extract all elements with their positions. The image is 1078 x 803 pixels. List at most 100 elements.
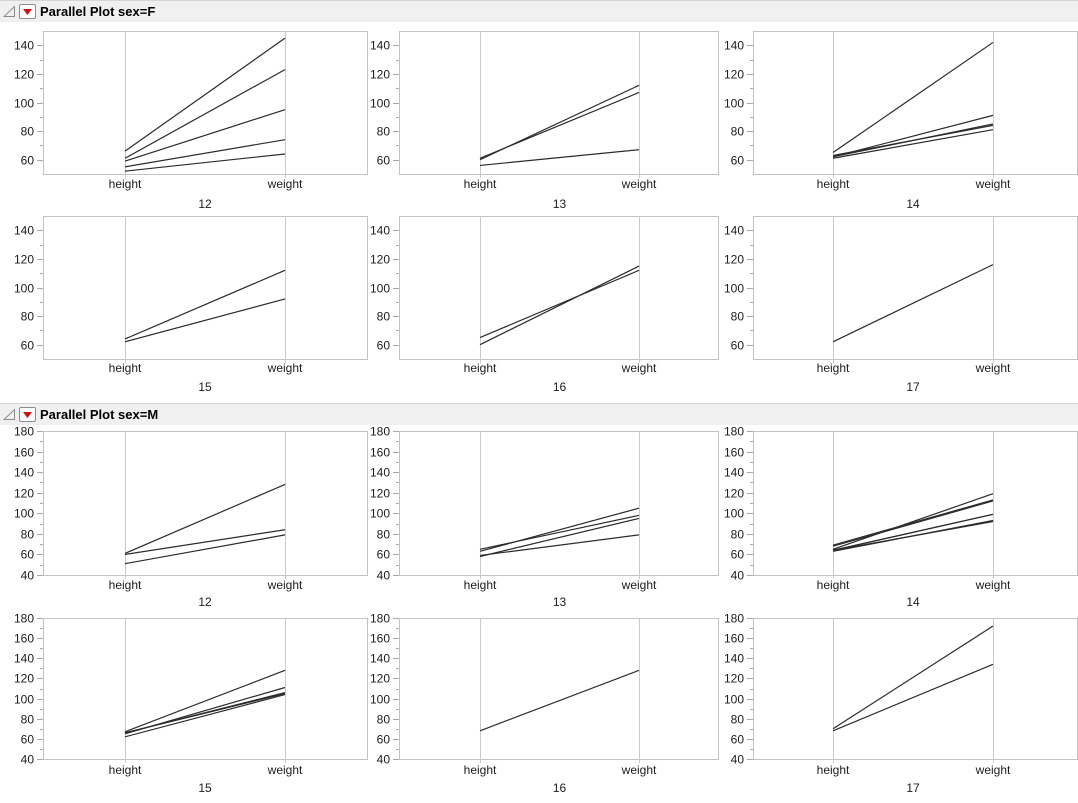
panel-age-label: 15 bbox=[198, 781, 212, 795]
profile-line[interactable] bbox=[124, 534, 286, 565]
profile-line[interactable] bbox=[124, 69, 286, 159]
profile-line[interactable] bbox=[124, 109, 286, 162]
profile-line[interactable] bbox=[832, 264, 994, 343]
y-tick-label: 40 bbox=[377, 753, 391, 767]
panel-age-16[interactable]: 60 80 100 120 140 height weight 16 bbox=[370, 216, 719, 394]
profile-line[interactable] bbox=[479, 91, 640, 159]
y-tick-label: 180 bbox=[370, 425, 390, 439]
disclosure-open-triangle-icon[interactable] bbox=[2, 408, 16, 422]
profile-line[interactable] bbox=[124, 37, 286, 152]
profile-line[interactable] bbox=[832, 625, 994, 730]
x-axis-label-height: height bbox=[109, 763, 142, 777]
y-tick-label: 140 bbox=[370, 652, 390, 666]
profile-line[interactable] bbox=[479, 669, 640, 732]
y-tick-label: 140 bbox=[370, 39, 390, 53]
y-tick-label: 80 bbox=[21, 528, 35, 542]
x-axis-label-weight: weight bbox=[975, 578, 1011, 592]
plot-frame bbox=[399, 618, 719, 760]
panel-age-17[interactable]: 40 60 80 100 120 140 160 180 height weight 17 bbox=[724, 612, 1078, 796]
panel-age-16[interactable]: 40 60 80 100 120 140 160 180 height weight 16 bbox=[370, 612, 719, 796]
y-tick-label: 140 bbox=[370, 466, 390, 480]
x-axis-label-height: height bbox=[817, 177, 850, 191]
panel-age-13[interactable]: 60 80 100 120 140 height weight 13 bbox=[370, 31, 719, 211]
panel-age-label: 16 bbox=[553, 781, 567, 795]
x-axis-label-height: height bbox=[817, 763, 850, 777]
profile-line[interactable] bbox=[124, 693, 286, 738]
plot-frame bbox=[753, 31, 1078, 175]
panel-age-label: 13 bbox=[553, 197, 567, 211]
profile-line[interactable] bbox=[832, 124, 994, 156]
y-tick-label: 120 bbox=[370, 672, 390, 686]
y-tick-label: 120 bbox=[14, 487, 34, 501]
y-tick-label: 60 bbox=[21, 548, 35, 562]
y-tick-label: 60 bbox=[377, 154, 391, 168]
profile-line[interactable] bbox=[124, 269, 286, 340]
profile-line[interactable] bbox=[832, 493, 994, 550]
x-axis-label-weight: weight bbox=[621, 763, 657, 777]
profile-line[interactable] bbox=[832, 513, 994, 551]
profile-line[interactable] bbox=[479, 149, 640, 167]
red-triangle-menu-button[interactable] bbox=[19, 4, 36, 19]
disclosure-open-triangle-icon[interactable] bbox=[2, 5, 16, 19]
profile-line[interactable] bbox=[479, 517, 640, 558]
y-tick-label: 60 bbox=[377, 733, 391, 747]
red-triangle-menu-button[interactable] bbox=[19, 407, 36, 422]
parallel-plot-canvas: 40 60 80 100 120 140 160 180 height weight 12 40 60 8… bbox=[14, 425, 1078, 796]
profile-line[interactable] bbox=[832, 500, 994, 547]
profile-line[interactable] bbox=[479, 265, 640, 346]
profile-line[interactable] bbox=[124, 669, 286, 733]
panel-age-label: 14 bbox=[906, 197, 920, 211]
y-tick-label: 60 bbox=[21, 339, 35, 353]
panel-age-label: 17 bbox=[906, 380, 920, 394]
y-tick-label: 60 bbox=[731, 339, 745, 353]
profile-line[interactable] bbox=[832, 41, 994, 154]
panel-age-15[interactable]: 40 60 80 100 120 140 160 180 height weight 15 bbox=[14, 612, 368, 796]
y-tick-label: 80 bbox=[377, 310, 391, 324]
profile-line[interactable] bbox=[124, 529, 286, 556]
profile-line[interactable] bbox=[124, 153, 286, 172]
y-tick-label: 100 bbox=[370, 282, 390, 296]
outline-header: Parallel Plot sex=M bbox=[0, 403, 1078, 425]
panel-age-14[interactable]: 40 60 80 100 120 140 160 180 height weight 14 bbox=[724, 425, 1078, 609]
profile-line[interactable] bbox=[479, 269, 640, 339]
y-tick-label: 100 bbox=[14, 507, 34, 521]
profile-line[interactable] bbox=[832, 499, 994, 546]
profile-line[interactable] bbox=[124, 298, 286, 343]
x-axis-label-height: height bbox=[109, 361, 142, 375]
x-axis-label-weight: weight bbox=[267, 763, 303, 777]
profile-line[interactable] bbox=[832, 663, 994, 732]
profile-line[interactable] bbox=[124, 483, 286, 554]
y-tick-label: 140 bbox=[724, 652, 744, 666]
y-tick-label: 100 bbox=[724, 97, 744, 111]
y-tick-label: 120 bbox=[14, 68, 34, 82]
y-tick-label: 120 bbox=[370, 253, 390, 267]
y-tick-label: 160 bbox=[370, 446, 390, 460]
profile-line[interactable] bbox=[479, 534, 640, 557]
x-axis-label-weight: weight bbox=[975, 361, 1011, 375]
x-axis-label-weight: weight bbox=[621, 578, 657, 592]
plot-frame bbox=[399, 216, 719, 360]
panel-age-14[interactable]: 60 80 100 120 140 height weight 14 bbox=[724, 31, 1078, 211]
x-axis-label-height: height bbox=[109, 578, 142, 592]
profile-line[interactable] bbox=[832, 520, 994, 551]
panel-age-12[interactable]: 60 80 100 120 140 height weight 12 bbox=[14, 31, 368, 211]
panel-age-17[interactable]: 60 80 100 120 140 height weight 17 bbox=[724, 216, 1078, 394]
y-tick-label: 120 bbox=[370, 487, 390, 501]
panel-age-label: 14 bbox=[906, 595, 920, 609]
y-tick-label: 40 bbox=[21, 569, 35, 583]
panel-age-12[interactable]: 40 60 80 100 120 140 160 180 height weight 12 bbox=[14, 425, 368, 609]
y-tick-label: 80 bbox=[377, 713, 391, 727]
y-tick-label: 140 bbox=[14, 39, 34, 53]
outline-header: Parallel Plot sex=F bbox=[0, 0, 1078, 22]
profile-line[interactable] bbox=[124, 692, 286, 734]
panel-age-15[interactable]: 60 80 100 120 140 height weight 15 bbox=[14, 216, 368, 394]
plot-frame bbox=[753, 216, 1078, 360]
profile-line[interactable] bbox=[124, 139, 286, 168]
y-tick-label: 180 bbox=[724, 612, 744, 626]
profile-line[interactable] bbox=[832, 129, 994, 159]
y-tick-label: 100 bbox=[14, 693, 34, 707]
panel-age-13[interactable]: 40 60 80 100 120 140 160 180 height weight 13 bbox=[370, 425, 719, 609]
y-tick-label: 80 bbox=[377, 528, 391, 542]
profile-line[interactable] bbox=[479, 514, 640, 550]
plot-frame bbox=[399, 431, 719, 576]
